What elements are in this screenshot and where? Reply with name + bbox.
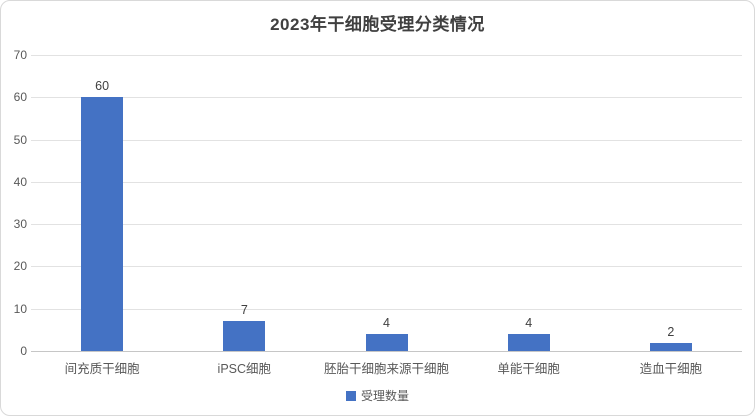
x-axis-category-label: iPSC细胞 bbox=[217, 362, 272, 376]
y-axis-tick-label: 50 bbox=[13, 133, 27, 147]
bar-间充质干细胞 bbox=[81, 97, 124, 351]
legend: 受理数量 bbox=[1, 387, 754, 404]
y-axis-tick-label: 70 bbox=[13, 48, 27, 62]
gridline bbox=[31, 55, 742, 56]
gridline bbox=[31, 224, 742, 225]
legend-label: 受理数量 bbox=[360, 389, 409, 403]
value-label: 2 bbox=[667, 324, 675, 339]
bar-胚胎干细胞来源干细胞 bbox=[365, 334, 408, 351]
x-axis-line bbox=[31, 351, 742, 352]
value-label: 4 bbox=[383, 316, 390, 331]
value-label: 60 bbox=[95, 79, 110, 94]
x-axis-category-label: 单能干细胞 bbox=[497, 362, 560, 376]
y-axis-tick-label: 40 bbox=[13, 175, 27, 189]
gridline bbox=[31, 309, 742, 310]
y-axis-tick-label: 0 bbox=[20, 344, 27, 358]
legend-swatch-icon bbox=[345, 390, 356, 401]
x-axis-category-label: 胚胎干细胞来源干细胞 bbox=[323, 362, 450, 376]
y-axis-tick-label: 10 bbox=[13, 302, 27, 316]
gridline bbox=[31, 97, 742, 98]
bar-单能干细胞 bbox=[507, 334, 550, 351]
gridline bbox=[31, 140, 742, 141]
chart-title: 2023年干细胞受理分类情况 bbox=[270, 15, 485, 34]
x-axis-category-label: 造血干细胞 bbox=[639, 362, 703, 376]
value-label: 7 bbox=[240, 303, 248, 318]
y-axis-tick-label: 20 bbox=[13, 259, 27, 273]
y-axis-tick-label: 30 bbox=[13, 217, 27, 231]
value-label: 4 bbox=[525, 316, 533, 331]
gridline bbox=[31, 182, 742, 183]
y-axis-tick-label: 60 bbox=[13, 90, 27, 104]
gridline bbox=[31, 266, 742, 267]
bar-iPSC细胞 bbox=[223, 321, 266, 351]
x-axis-category-label: 间充质干细胞 bbox=[64, 362, 140, 376]
bar-造血干细胞 bbox=[649, 342, 692, 351]
